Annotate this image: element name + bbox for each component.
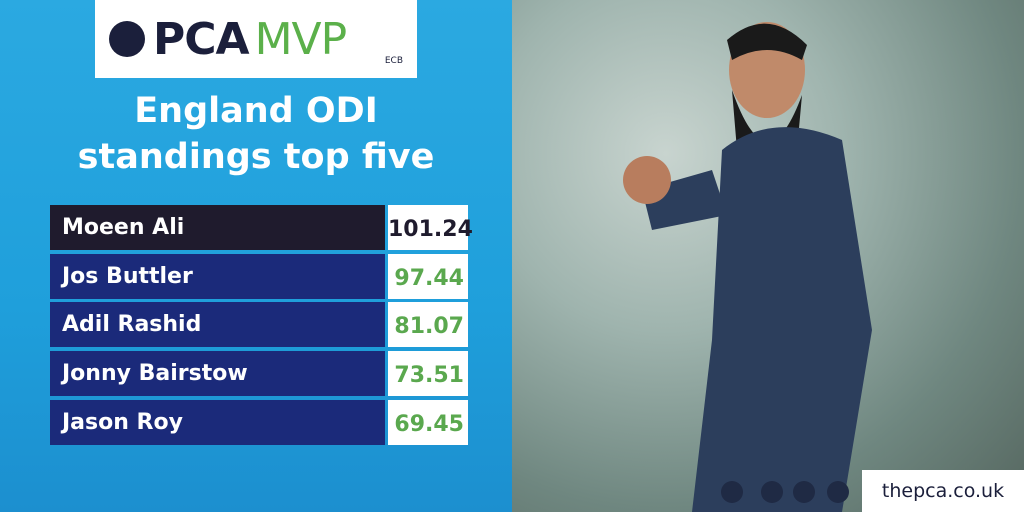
player-name: Jonny Bairstow xyxy=(50,351,385,396)
player-photo xyxy=(512,0,1024,512)
logo-pca: PCA xyxy=(153,13,250,65)
logo-mvp: MVP xyxy=(254,13,348,65)
table-row: Jonny Bairstow 73.51 xyxy=(50,351,468,396)
twitter-icon xyxy=(761,481,783,503)
table-row: Adil Rashid 81.07 xyxy=(50,302,468,347)
player-name: Moeen Ali xyxy=(50,205,385,250)
player-name: Jason Roy xyxy=(50,400,385,445)
title-line: standings top five xyxy=(77,137,435,177)
photo-art xyxy=(623,22,872,512)
table-row: Jos Buttler 97.44 xyxy=(50,254,468,299)
player-score: 101.24 xyxy=(388,205,473,250)
title-line: England ODI xyxy=(134,91,378,131)
title: England ODI standings top five xyxy=(0,88,512,180)
table-row: Moeen Ali 101.24 xyxy=(50,205,473,250)
logo: PCA MVP ECB xyxy=(95,0,417,78)
youtube-icon xyxy=(827,481,849,503)
facebook-icon xyxy=(721,481,743,503)
hair xyxy=(727,23,807,61)
table-row: Jason Roy 69.45 xyxy=(50,400,468,445)
player-name: Adil Rashid xyxy=(50,302,385,347)
instagram-icon xyxy=(793,481,815,503)
shirt xyxy=(692,127,872,512)
partner-logo: ECB xyxy=(384,56,403,66)
player-score: 97.44 xyxy=(388,254,468,299)
player-name: Jos Buttler xyxy=(50,254,385,299)
fist xyxy=(623,156,671,204)
player-score: 69.45 xyxy=(388,400,468,445)
logo-icon xyxy=(109,21,145,57)
player-score: 73.51 xyxy=(388,351,468,396)
website: thepca.co.uk xyxy=(862,470,1024,512)
player-score: 81.07 xyxy=(388,302,468,347)
